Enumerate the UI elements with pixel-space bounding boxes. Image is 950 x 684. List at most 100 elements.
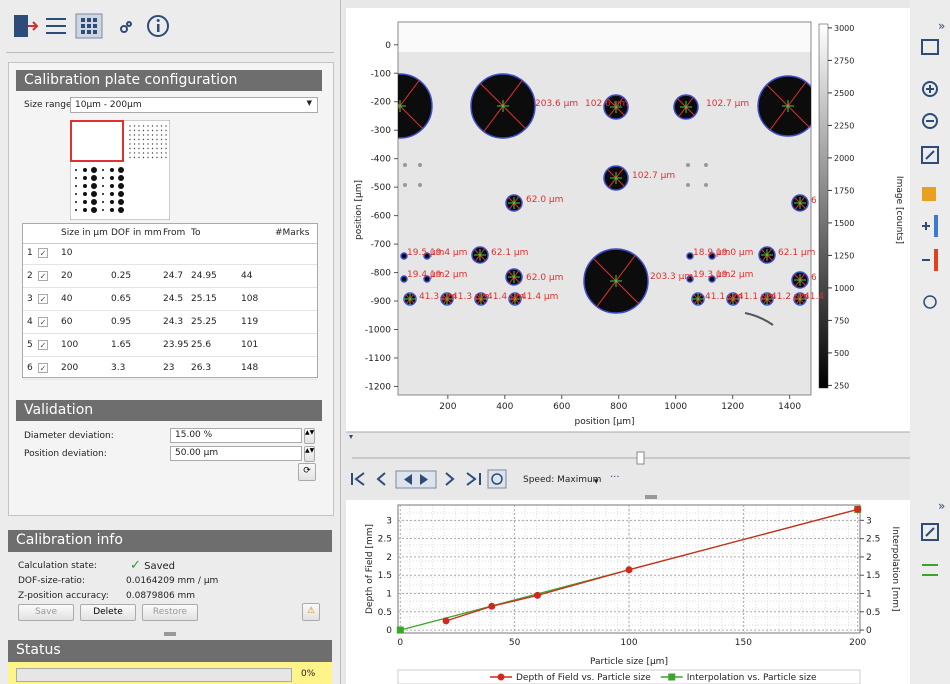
delete-button[interactable]: Delete (80, 604, 136, 621)
y-axis-label: position [µm] (354, 180, 364, 240)
last-frame[interactable] (466, 472, 481, 486)
center-cross (680, 101, 692, 113)
spinner[interactable]: ▲▼ (304, 446, 315, 462)
row-checkbox[interactable]: ✓ (38, 271, 48, 281)
refresh-button[interactable]: ⟳ (298, 463, 316, 481)
contrast-up[interactable] (934, 215, 938, 237)
expand-icon[interactable]: » (938, 499, 945, 513)
first-frame[interactable] (351, 472, 365, 486)
plate-thumbnail (70, 120, 170, 220)
zoom-out[interactable] (922, 113, 938, 129)
speed-dropdown[interactable]: ▾ (594, 477, 599, 487)
section-header: Calibration plate configuration (16, 70, 322, 91)
particle (686, 252, 694, 260)
hole (686, 183, 690, 187)
size-dropdown[interactable]: 10µm - 200µm ▼ (70, 97, 318, 113)
collapse-arrows[interactable] (349, 435, 949, 439)
contrast-down[interactable] (934, 249, 938, 271)
progress-label: 0% (301, 669, 316, 679)
plate-dot (165, 125, 167, 127)
column-header: To (191, 228, 201, 238)
plate-dot (102, 201, 104, 203)
plate-dot (156, 125, 158, 127)
row-checkbox[interactable]: ✓ (38, 340, 48, 350)
plate-dot (156, 143, 158, 145)
hole (403, 183, 407, 187)
colormap-icon[interactable] (922, 187, 936, 201)
fit-icon[interactable] (921, 523, 939, 541)
particle-size-label: 62.1 µm (491, 248, 528, 258)
loop-icon (491, 473, 503, 485)
layout-icon[interactable] (921, 39, 939, 55)
center-cross (474, 249, 486, 261)
plate-dot (156, 134, 158, 136)
exit-icon[interactable] (14, 15, 28, 37)
row-checkbox[interactable]: ✓ (38, 363, 48, 373)
colorbar-label: Image [counts] (894, 176, 904, 244)
plate-dot (147, 125, 149, 127)
hole (418, 183, 422, 187)
y-tick-label: -800 (371, 269, 392, 279)
x-tick-label: 50 (509, 638, 521, 648)
column-header: DOF in mm (111, 228, 162, 238)
table-cell: 100 (61, 340, 79, 350)
colorbar-tick-label: 500 (834, 349, 849, 358)
spinner[interactable]: ▲▼ (304, 428, 315, 444)
expand-icon[interactable]: » (938, 19, 945, 33)
position-input[interactable]: 50.00 µm (170, 446, 302, 461)
plate-dot (91, 199, 97, 205)
diameter-input[interactable]: 15.00 % (170, 428, 302, 443)
particle-size-label: 41.1 µm (705, 292, 742, 302)
frame-slider-thumb[interactable] (636, 451, 645, 465)
play-buttons[interactable] (395, 470, 437, 489)
x-tick-label: 1200 (721, 402, 744, 412)
particle-size-label: 41.4 (804, 292, 824, 302)
legend-label: Depth of Field vs. Particle size (516, 673, 651, 683)
plate-dot (147, 129, 149, 132)
fit-icon[interactable] (921, 146, 939, 164)
plate-dot (91, 175, 97, 181)
zoom-in[interactable] (922, 81, 938, 97)
table-cell: 24.95 (191, 271, 217, 281)
plate-dot (151, 152, 154, 154)
row-checkbox[interactable]: ✓ (38, 317, 48, 327)
particle-size-label: 18.9 µm (693, 248, 730, 258)
plate-dot (151, 134, 154, 136)
plate-dot (160, 134, 163, 136)
table-cell: 3.3 (111, 363, 126, 373)
settings-icon[interactable] (46, 18, 66, 34)
colorbar-tick-label: 3000 (834, 24, 854, 33)
info-icon[interactable] (147, 15, 169, 37)
table-cell: 148 (241, 363, 259, 373)
hole (403, 163, 407, 167)
link-icon[interactable] (120, 21, 132, 33)
particle (398, 73, 433, 139)
colorbar-tick-label: 2750 (834, 56, 854, 65)
plate-dot (129, 156, 131, 159)
loop-button[interactable] (487, 469, 507, 489)
next-frame[interactable] (445, 472, 455, 486)
table-cell: 101 (241, 340, 259, 350)
plate-dot (160, 143, 163, 145)
legend-icon[interactable] (922, 564, 938, 576)
prev-frame[interactable] (376, 472, 386, 486)
restore-button[interactable]: Restore (142, 604, 198, 621)
colorbar-tick-label: 1000 (834, 284, 854, 293)
y2-tick-label: 0.5 (866, 608, 880, 618)
save-button[interactable]: Save (18, 604, 74, 621)
row-checkbox[interactable]: ✓ (38, 248, 48, 258)
column-header: Size in µm (61, 228, 108, 238)
row-checkbox[interactable]: ✓ (38, 294, 48, 304)
x-tick-label: 600 (553, 402, 570, 412)
plate-dot (138, 138, 140, 141)
particle-size-label: 41.3 µm (452, 292, 489, 302)
more-options[interactable]: ··· (610, 472, 620, 483)
splitter-handle[interactable] (164, 632, 176, 636)
warning-button[interactable]: ⚠ (302, 603, 320, 621)
splitter-handle[interactable] (645, 495, 657, 499)
exit-arrow (28, 21, 39, 31)
y-tick-label: -900 (371, 297, 392, 307)
zoom-tool[interactable] (923, 295, 937, 309)
particle-size-label: 41.1 µm (738, 292, 775, 302)
particle-size-label: 203.6 µm (535, 99, 578, 109)
